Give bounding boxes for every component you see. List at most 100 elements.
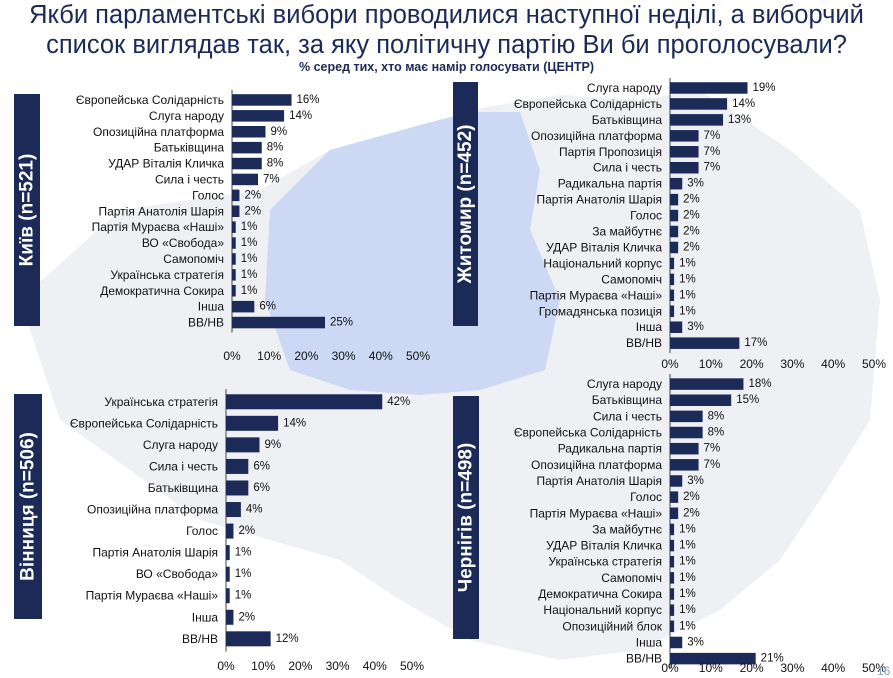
bar [670,146,699,158]
value-label: 2% [238,611,255,623]
bar [670,588,675,600]
value-label: 1% [679,540,696,552]
chart-kyiv: Київ (n=521) Європейська Солідарність 16% С… [14,90,430,363]
bar [670,289,675,302]
bar [670,337,740,349]
value-label: 16% [297,94,320,106]
category-label: Опозиційний блок [562,619,662,633]
category-label: Голос [192,188,224,202]
category-label: ВВ/НВ [626,652,662,666]
category-label: Батьківщина [154,141,225,155]
category-label: Демократична Сокира [100,284,224,298]
bar [670,130,699,142]
value-label: 2% [683,194,700,206]
category-label: Європейська Солідарність [70,416,218,430]
category-label: Національний корпус [543,256,662,270]
bar [670,257,675,270]
bar [670,225,679,238]
category-label: Батьківщина [148,481,219,495]
category-label: Інша [636,320,663,334]
category-label: Радикальна партія [558,442,662,456]
bar [670,652,756,665]
category-label: Партія Мураєва «Наші» [530,288,663,302]
bar [670,410,703,423]
value-label: 17% [744,337,767,349]
category-label: Слуга народу [149,109,224,123]
category-label: Громадянська позиція [539,304,662,318]
bar [232,285,236,297]
value-label: 6% [253,482,270,494]
value-label: 1% [679,257,696,269]
category-label: Партія Пропозиція [559,145,662,159]
bar [670,193,679,206]
bar [232,269,236,281]
bar [670,177,683,190]
x-tick-label: 50% [406,349,430,363]
value-label: 25% [330,317,353,329]
value-label: 7% [704,162,721,174]
category-label: Партія Мураєва «Наші» [530,506,663,520]
value-label: 9% [270,126,287,138]
category-label: Сила і честь [593,161,662,175]
central-region-highlight [265,112,560,395]
category-label: Інша [636,635,663,649]
x-tick-label: 20% [740,357,764,371]
category-label: УДАР Віталія Кличка [546,240,662,254]
bar [232,316,325,329]
bar [670,273,675,286]
value-label: 1% [679,588,696,600]
x-tick-label: 40% [363,659,387,673]
region-label-box [14,94,40,326]
bar [232,189,240,202]
category-label: УДАР Віталія Кличка [108,157,224,171]
category-label: Голос [186,524,218,538]
region-label-box [453,82,478,326]
region-label-box [14,394,42,619]
category-label: Партія Мураєва «Наші» [92,220,225,234]
category-label: За майбутнє [592,225,662,239]
value-label: 1% [679,620,696,632]
x-tick-label: 20% [288,659,312,673]
bar [670,620,675,633]
category-label: Інша [192,610,219,624]
category-label: Самопоміч [163,252,224,266]
category-label: ВВ/НВ [626,336,662,350]
category-label: Партія Анатолія Шарія [536,474,662,488]
bar [670,321,683,333]
value-label: 14% [289,110,312,122]
x-tick-label: 10% [699,661,723,675]
value-label: 3% [687,475,704,487]
bar [670,394,732,406]
chart-zhytomyr: Житомир (n=452) Слуга народу 19% Європейськ… [453,78,886,371]
category-label: ВВ/НВ [188,316,224,330]
category-label: Партія Анатолія Шарія [98,204,224,218]
chart-vinnytsia: Вінниця (n=506) Українська стратегія 42% Єв… [14,389,424,673]
value-label: 2% [244,189,261,201]
x-tick-label: 0% [217,659,235,673]
x-tick-label: 50% [400,659,424,673]
category-label: ВВ/НВ [182,632,218,646]
value-label: 2% [683,210,700,222]
bar [670,241,679,254]
value-label: 1% [679,604,696,616]
value-label: 9% [264,439,281,451]
bar [670,442,699,455]
category-label: Батьківщина [592,113,663,127]
category-label: Опозиційна платформа [93,125,224,139]
category-label: Партія Мураєва «Наші» [86,589,219,603]
value-label: 1% [679,556,696,568]
value-label: 14% [732,98,755,110]
x-tick-label: 0% [661,661,679,675]
value-label: 1% [235,568,252,580]
bar [232,253,236,265]
region-label-box [453,396,479,639]
x-tick-label: 50% [862,357,886,371]
x-tick-label: 10% [251,659,275,673]
category-label: Сила і честь [593,409,662,423]
bar [670,98,728,110]
category-label: Самопоміч [601,272,662,286]
category-label: Слуга народу [143,438,218,452]
x-tick-label: 40% [821,357,845,371]
bar [670,475,683,487]
bar [232,141,262,154]
